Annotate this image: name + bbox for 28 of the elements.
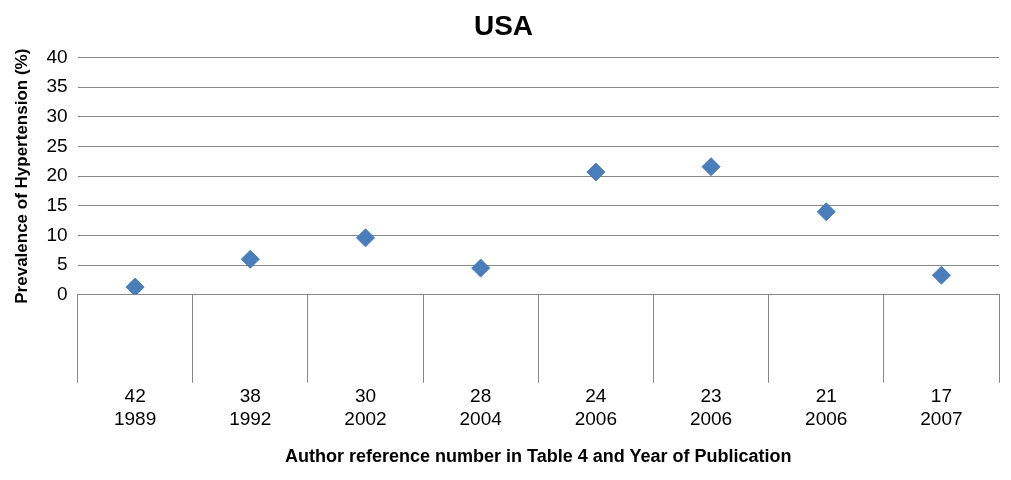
- x-tick-label: 24 2006: [574, 385, 617, 430]
- y-tick-label: 25: [46, 134, 68, 156]
- y-tick-label: 5: [56, 253, 68, 275]
- x-tick-label: 38 1992: [229, 385, 272, 430]
- y-tick-label: 40: [46, 45, 68, 67]
- chart-title: USA: [473, 9, 534, 41]
- y-tick-label: 10: [46, 223, 68, 245]
- y-tick-label: 20: [46, 164, 68, 186]
- point: [931, 265, 951, 285]
- point: [816, 202, 836, 222]
- x-tick-label: 42 1989: [113, 385, 157, 430]
- y-axis-title: Prevalence of Hypertension (%): [11, 48, 31, 304]
- point: [240, 249, 260, 269]
- x-tick-label: 28 2004: [459, 385, 503, 430]
- x-tick-label: 21 2006: [805, 385, 848, 430]
- x-tick-label: 17 2007: [920, 385, 963, 430]
- y-tick-label: 15: [46, 194, 68, 216]
- point: [125, 277, 145, 295]
- point: [586, 162, 606, 182]
- x-tick-label: 23 2006: [689, 385, 733, 430]
- y-tick-label: 30: [46, 105, 68, 127]
- y-tick-label: 0: [56, 283, 68, 305]
- point: [355, 228, 375, 248]
- x-tick-label: 30 2002: [344, 385, 387, 430]
- point: [701, 157, 721, 177]
- point: [471, 258, 491, 278]
- y-tick-label: 35: [46, 75, 68, 97]
- x-axis-title: Author reference number in Table 4 and Year of Publication: [285, 446, 792, 467]
